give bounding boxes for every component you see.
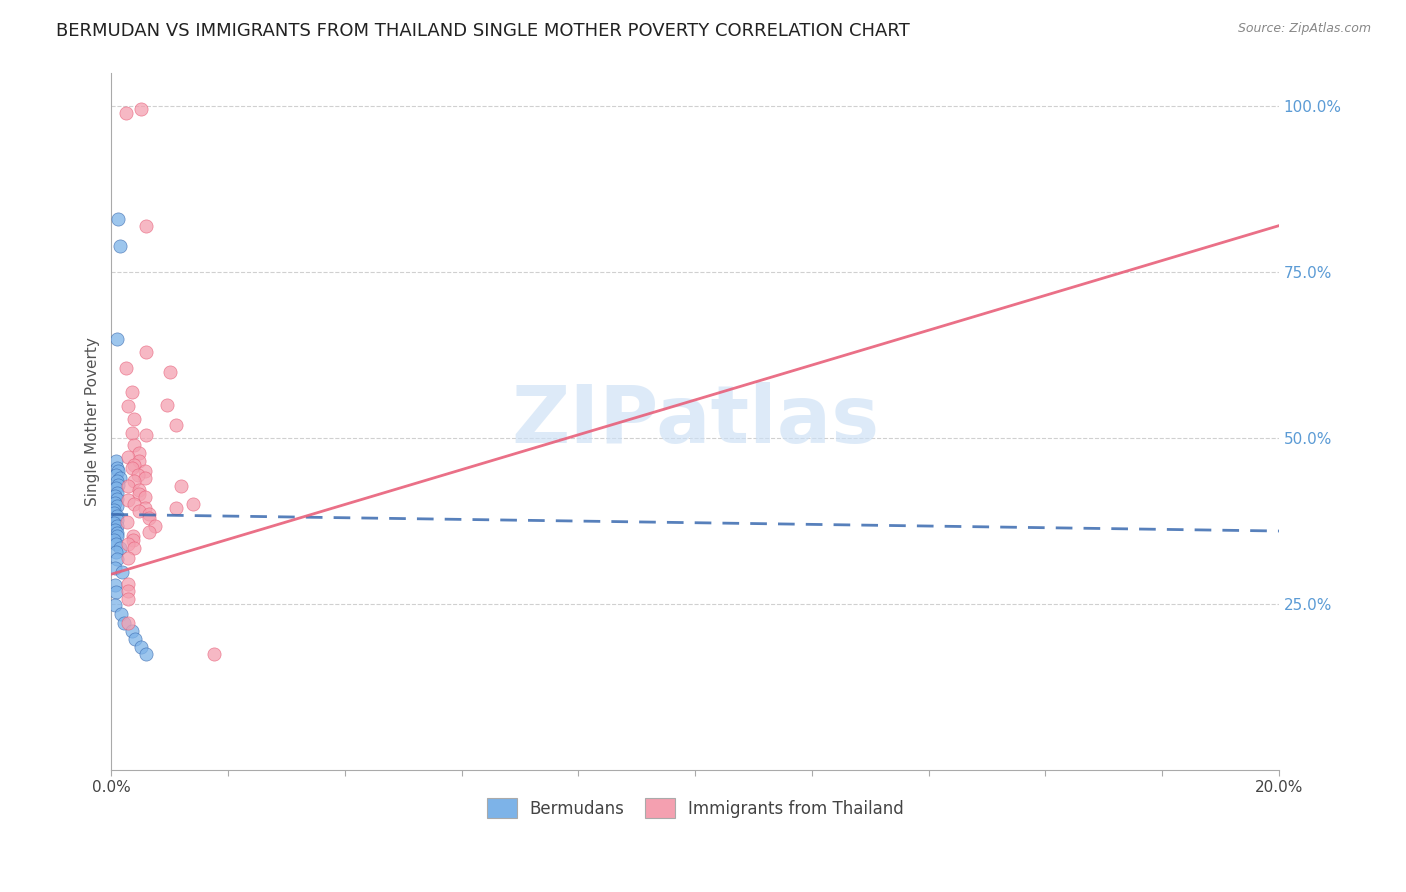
Point bbox=[108, 541, 131, 555]
Point bbox=[127, 467, 149, 482]
Point bbox=[117, 591, 139, 606]
Point bbox=[104, 496, 127, 510]
Point bbox=[103, 502, 125, 516]
Point bbox=[135, 344, 157, 359]
Point bbox=[104, 599, 127, 613]
Point bbox=[105, 552, 128, 566]
Point bbox=[128, 483, 150, 497]
Point bbox=[105, 513, 128, 527]
Point bbox=[165, 500, 187, 515]
Point bbox=[135, 219, 157, 233]
Text: ZIPatlas: ZIPatlas bbox=[510, 383, 879, 460]
Point bbox=[107, 464, 129, 478]
Text: Source: ZipAtlas.com: Source: ZipAtlas.com bbox=[1237, 22, 1371, 36]
Point bbox=[108, 238, 131, 252]
Point bbox=[122, 474, 145, 488]
Point bbox=[105, 454, 128, 468]
Point bbox=[122, 498, 145, 512]
Point bbox=[103, 506, 125, 520]
Y-axis label: Single Mother Poverty: Single Mother Poverty bbox=[86, 337, 100, 506]
Point bbox=[156, 398, 179, 412]
Point bbox=[128, 487, 150, 501]
Point bbox=[117, 537, 139, 551]
Point bbox=[105, 519, 128, 533]
Point bbox=[105, 585, 128, 599]
Point bbox=[105, 529, 128, 543]
Point bbox=[165, 417, 187, 432]
Point bbox=[129, 640, 152, 655]
Point bbox=[181, 498, 204, 512]
Point bbox=[115, 361, 138, 376]
Point bbox=[122, 529, 145, 543]
Point bbox=[105, 545, 128, 559]
Point bbox=[115, 515, 138, 529]
Point bbox=[134, 471, 156, 485]
Point bbox=[117, 577, 139, 591]
Point bbox=[105, 467, 128, 482]
Point bbox=[121, 384, 143, 399]
Point bbox=[159, 365, 181, 379]
Point bbox=[121, 624, 143, 638]
Point bbox=[121, 461, 143, 475]
Point bbox=[105, 509, 128, 524]
Point bbox=[104, 523, 127, 537]
Point bbox=[117, 450, 139, 464]
Point bbox=[105, 492, 128, 507]
Point bbox=[138, 510, 160, 524]
Point bbox=[108, 471, 131, 485]
Point bbox=[117, 493, 139, 508]
Point bbox=[105, 474, 128, 488]
Legend: Bermudans, Immigrants from Thailand: Bermudans, Immigrants from Thailand bbox=[479, 792, 911, 824]
Text: BERMUDAN VS IMMIGRANTS FROM THAILAND SINGLE MOTHER POVERTY CORRELATION CHART: BERMUDAN VS IMMIGRANTS FROM THAILAND SIN… bbox=[56, 22, 910, 40]
Point bbox=[103, 516, 125, 530]
Point bbox=[122, 533, 145, 548]
Point bbox=[134, 500, 156, 515]
Point bbox=[117, 479, 139, 493]
Point bbox=[112, 615, 135, 630]
Point bbox=[117, 550, 139, 565]
Point bbox=[104, 489, 127, 503]
Point bbox=[124, 632, 146, 646]
Point bbox=[170, 479, 193, 493]
Point bbox=[105, 526, 128, 541]
Point bbox=[135, 647, 157, 661]
Point bbox=[105, 537, 128, 551]
Point bbox=[122, 458, 145, 472]
Point bbox=[104, 560, 127, 574]
Point bbox=[128, 445, 150, 459]
Point bbox=[121, 425, 143, 440]
Point bbox=[105, 331, 128, 345]
Point bbox=[138, 525, 160, 540]
Point bbox=[135, 427, 157, 442]
Point bbox=[105, 485, 128, 500]
Point bbox=[107, 477, 129, 491]
Point bbox=[117, 399, 139, 413]
Point bbox=[117, 583, 139, 598]
Point bbox=[122, 412, 145, 426]
Point bbox=[110, 607, 132, 621]
Point bbox=[128, 504, 150, 518]
Point bbox=[105, 500, 128, 514]
Point bbox=[122, 438, 145, 452]
Point bbox=[202, 647, 225, 661]
Point bbox=[134, 490, 156, 504]
Point bbox=[138, 508, 160, 522]
Point bbox=[104, 578, 127, 592]
Point bbox=[122, 541, 145, 556]
Point bbox=[103, 533, 125, 548]
Point bbox=[143, 518, 166, 533]
Point bbox=[117, 615, 139, 630]
Point bbox=[134, 464, 156, 478]
Point bbox=[115, 105, 138, 120]
Point bbox=[128, 453, 150, 467]
Point bbox=[107, 212, 129, 227]
Point bbox=[129, 103, 152, 117]
Point bbox=[105, 481, 128, 495]
Point bbox=[105, 461, 128, 475]
Point bbox=[111, 565, 134, 579]
